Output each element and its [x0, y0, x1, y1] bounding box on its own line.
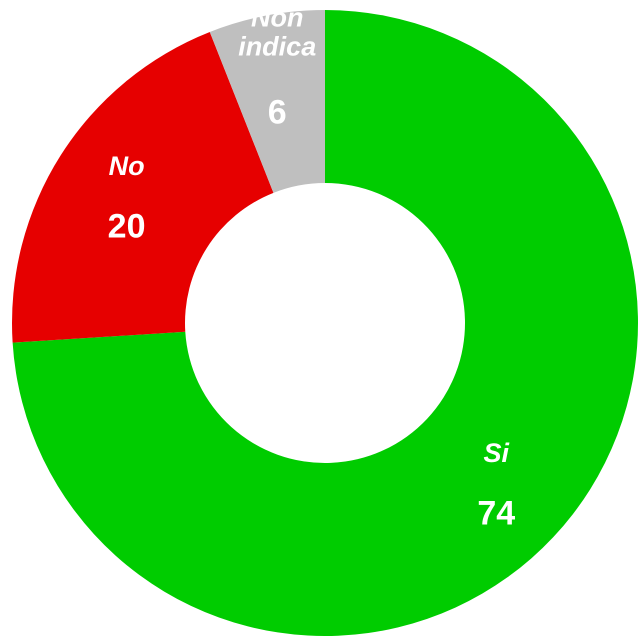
slice-label: Si — [483, 438, 510, 469]
slice — [11, 31, 274, 343]
slice — [209, 10, 325, 193]
value-label: 20 — [107, 207, 146, 246]
value-label: 6 — [267, 92, 287, 131]
value-label: 74 — [477, 494, 516, 533]
slice — [12, 10, 639, 636]
slice-label: Non indica — [238, 1, 317, 62]
slice-label: No — [108, 151, 145, 182]
